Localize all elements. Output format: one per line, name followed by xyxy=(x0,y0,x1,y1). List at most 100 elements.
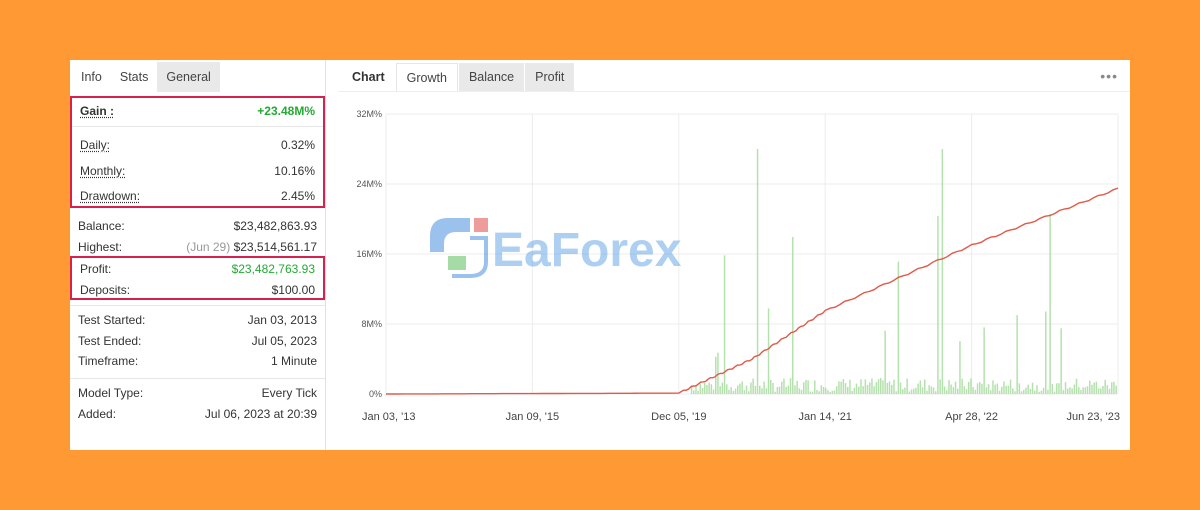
test-started-label: Test Started: xyxy=(78,313,146,328)
volume-bar xyxy=(794,385,796,394)
volume-bar xyxy=(708,382,710,394)
chart-grid xyxy=(385,113,1119,395)
volume-bar xyxy=(963,386,966,394)
volume-bar xyxy=(1027,384,1029,394)
volume-bar xyxy=(737,385,739,394)
volume-bar xyxy=(961,378,963,394)
timeframe-row: Timeframe: 1 Minute xyxy=(70,351,325,372)
volume-bar xyxy=(1040,390,1043,394)
volume-bar xyxy=(968,381,970,394)
tab-growth[interactable]: Growth xyxy=(395,63,458,91)
highest-value-wrap: (Jun 29) $23,514,561.17 xyxy=(186,240,317,254)
y-tick-label: 16M% xyxy=(356,249,382,259)
watermark-text: EaForex xyxy=(492,224,682,277)
volume-bar xyxy=(1106,385,1109,394)
volume-bar xyxy=(849,379,851,394)
volume-bar xyxy=(1009,379,1012,394)
volume-bar xyxy=(1093,382,1095,394)
daily-label[interactable]: Daily: xyxy=(80,138,111,152)
volume-bar xyxy=(981,383,983,394)
growth-series-line xyxy=(386,187,1119,395)
volume-bar xyxy=(1111,382,1113,394)
monthly-label[interactable]: Monthly: xyxy=(80,164,126,178)
volume-bar xyxy=(1007,385,1010,394)
volume-bar xyxy=(1005,385,1007,394)
volume-bar xyxy=(776,387,779,394)
added-row: Added: Jul 06, 2023 at 20:39 xyxy=(70,404,325,425)
volume-bar xyxy=(798,388,801,394)
highest-date: (Jun 29) xyxy=(186,239,231,254)
volume-bar xyxy=(1003,381,1005,394)
volume-bar xyxy=(833,390,836,394)
volume-bar xyxy=(761,388,763,394)
volume-bar xyxy=(1020,391,1023,394)
y-tick-label: 8M% xyxy=(361,319,382,329)
volume-bar xyxy=(789,378,792,394)
volume-bar xyxy=(943,386,946,394)
volume-bar xyxy=(906,378,908,394)
volume-bar xyxy=(844,383,847,394)
volume-bar xyxy=(1031,382,1034,394)
volume-bar xyxy=(913,388,915,394)
volume-bar xyxy=(939,379,941,394)
volume-bar xyxy=(928,385,930,394)
volume-bar xyxy=(745,385,748,394)
volume-bar xyxy=(743,390,746,394)
y-tick-label: 32M% xyxy=(356,109,382,119)
y-tick-label: 24M% xyxy=(356,179,382,189)
volume-bar xyxy=(1075,378,1078,394)
volume-bar xyxy=(1095,381,1098,394)
tab-balance[interactable]: Balance xyxy=(458,63,525,91)
stats-tabs: Info Stats General xyxy=(70,60,325,92)
x-tick-label: Jan 03, '13 xyxy=(362,411,415,423)
x-tick-label: Jan 14, '21 xyxy=(798,411,851,423)
volume-bar xyxy=(877,379,880,394)
volume-bar xyxy=(822,387,825,394)
stats-panel: Info Stats General Gain : +23.48M% Daily… xyxy=(70,60,326,450)
deposits-row: Deposits: $100.00 xyxy=(72,280,323,301)
volume-bar xyxy=(811,391,814,394)
gain-value: +23.48M% xyxy=(257,104,315,118)
volume-bar xyxy=(1029,389,1032,394)
volume-bar xyxy=(741,381,743,394)
volume-bar xyxy=(1113,381,1115,394)
volume-bar xyxy=(860,379,862,394)
x-tick-label: Jan 09, '15 xyxy=(506,411,559,423)
volume-bar xyxy=(882,380,884,394)
gain-label[interactable]: Gain : xyxy=(80,104,115,118)
volume-bar xyxy=(697,390,699,394)
volume-bar xyxy=(840,381,842,394)
profit-box: Profit: $23,482,763.93 Deposits: $100.00 xyxy=(70,256,325,300)
volume-bar xyxy=(710,384,713,394)
volume-bar xyxy=(1100,388,1102,394)
volume-bar xyxy=(994,384,996,394)
volume-bar xyxy=(719,386,721,394)
test-ended-value: Jul 05, 2023 xyxy=(251,333,317,348)
volume-bar xyxy=(783,378,785,394)
ellipsis-icon[interactable]: ••• xyxy=(1100,68,1118,84)
tab-stats[interactable]: Stats xyxy=(110,62,158,92)
volume-bar xyxy=(1023,389,1025,394)
volume-bar xyxy=(836,386,838,394)
volume-bar xyxy=(704,382,706,394)
main-frame: Info Stats General Gain : +23.48M% Daily… xyxy=(70,60,1130,450)
profit-label: Profit: xyxy=(80,262,112,277)
volume-bar xyxy=(987,384,990,394)
volume-bar xyxy=(1038,391,1040,394)
profit-value: $23,482,763.93 xyxy=(231,262,315,277)
test-ended-label: Test Ended: xyxy=(78,333,142,348)
volume-bar xyxy=(739,383,741,394)
volume-bar xyxy=(924,379,926,394)
volume-bar xyxy=(734,388,737,394)
volume-bar xyxy=(765,388,768,394)
tab-info[interactable]: Info xyxy=(81,70,102,84)
timeframe-label: Timeframe: xyxy=(78,354,139,369)
volume-bar xyxy=(726,384,728,394)
tab-general[interactable]: General xyxy=(157,62,220,92)
volume-bar xyxy=(827,390,829,394)
monthly-row: Monthly: 10.16% xyxy=(72,158,323,184)
drawdown-label[interactable]: Drawdown: xyxy=(80,189,141,203)
tab-profit[interactable]: Profit xyxy=(525,63,575,91)
deposits-label: Deposits: xyxy=(80,282,131,297)
volume-bar xyxy=(869,382,871,394)
